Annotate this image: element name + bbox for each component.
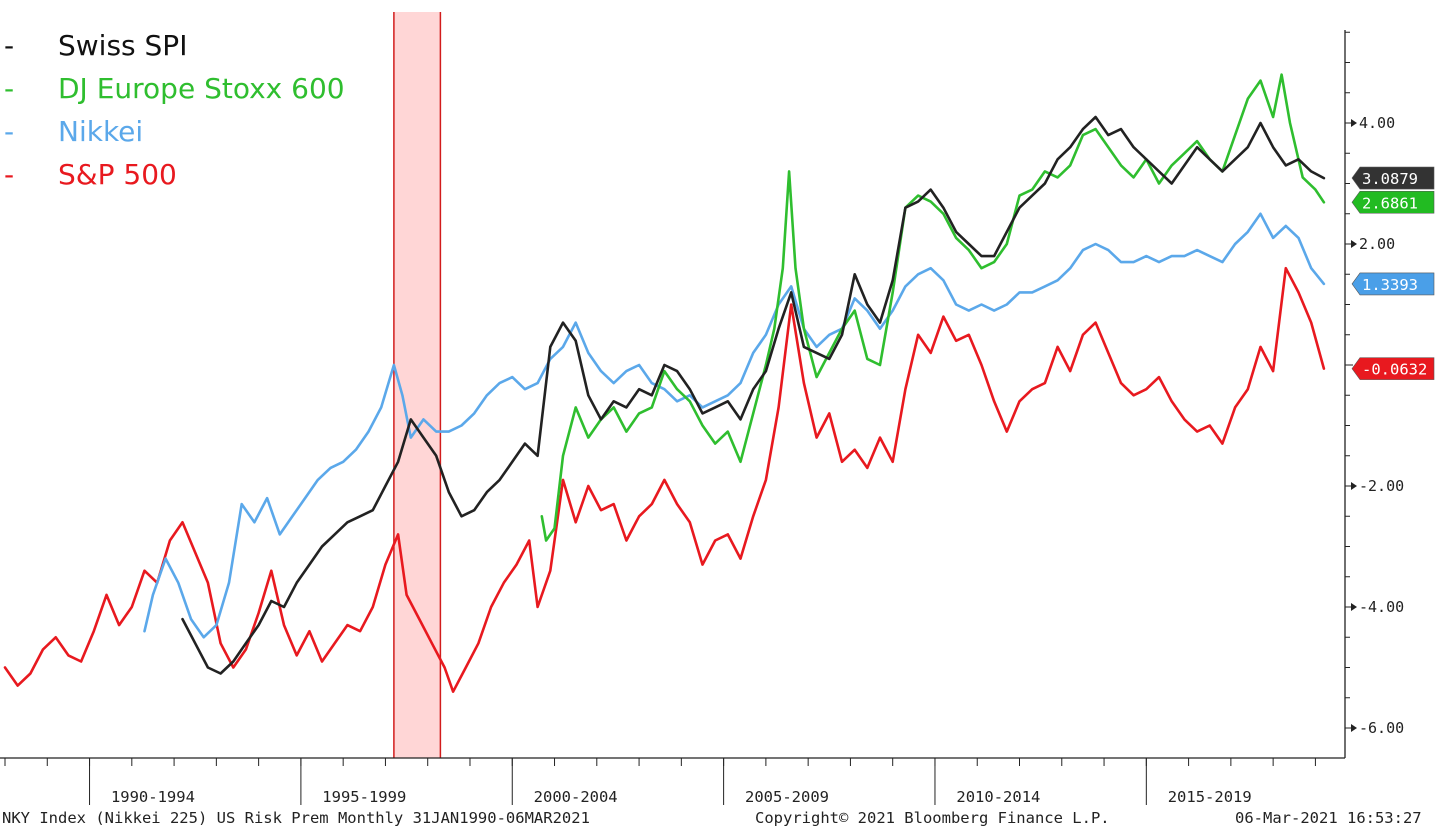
footer-series-info: NKY Index (Nikkei 225) US Risk Prem Mont… xyxy=(2,809,590,827)
y-tick-arrow xyxy=(1351,482,1357,490)
last-value-tag-1: 2.6861 xyxy=(1351,190,1435,214)
series-line-3 xyxy=(3,266,1326,693)
y-tick-arrow xyxy=(1351,603,1357,611)
series-line-1 xyxy=(540,73,1326,542)
legend-item-sp500: - S&P 500 xyxy=(0,153,345,196)
last-value-tag-text: 1.3393 xyxy=(1362,276,1418,294)
legend-label-sp500: S&P 500 xyxy=(58,158,177,191)
last-value-tag-0: 3.0879 xyxy=(1351,166,1435,190)
last-value-tag-bg xyxy=(1351,190,1435,214)
x-period-label: 2010-2014 xyxy=(956,788,1040,806)
legend-item-stoxx-600: - DJ Europe Stoxx 600 xyxy=(0,67,345,110)
last-value-tag-bg xyxy=(1351,357,1435,380)
last-value-tag-bg xyxy=(1351,272,1435,296)
x-period-label: 2005-2009 xyxy=(745,788,829,806)
y-tick-arrow xyxy=(1351,240,1357,248)
chart-footer: NKY Index (Nikkei 225) US Risk Prem Mont… xyxy=(0,809,1437,833)
series-line-0 xyxy=(181,115,1326,675)
legend-dash: - xyxy=(4,29,15,62)
last-value-tag-bg xyxy=(1351,166,1435,190)
footer-timestamp: 06-Mar-2021 16:53:27 xyxy=(1235,809,1422,827)
legend-dash: - xyxy=(4,115,15,148)
y-tick-label: 4.00 xyxy=(1359,114,1395,132)
footer-copyright: Copyright© 2021 Bloomberg Finance L.P. xyxy=(755,809,1110,827)
x-period-label: 1990-1994 xyxy=(111,788,195,806)
last-value-tag-3: -0.0632 xyxy=(1351,357,1435,380)
series-line-2 xyxy=(143,212,1326,639)
y-tick-label: -2.00 xyxy=(1359,477,1404,495)
last-value-tag-text: 2.6861 xyxy=(1362,194,1418,212)
y-tick-arrow xyxy=(1351,119,1357,127)
last-value-tag-text: -0.0632 xyxy=(1362,361,1427,379)
legend-label-swiss-spi: Swiss SPI xyxy=(58,29,188,62)
legend-dash: - xyxy=(4,72,15,105)
legend-label-stoxx-600: DJ Europe Stoxx 600 xyxy=(58,72,345,105)
x-period-label: 2015-2019 xyxy=(1168,788,1252,806)
y-tick-label: -6.00 xyxy=(1359,719,1404,737)
legend: - Swiss SPI - DJ Europe Stoxx 600 - Nikk… xyxy=(0,24,345,196)
highlight-band xyxy=(393,12,441,758)
x-period-label: 1995-1999 xyxy=(322,788,406,806)
legend-label-nikkei: Nikkei xyxy=(58,115,144,148)
legend-dash: - xyxy=(4,158,15,191)
y-tick-arrow xyxy=(1351,724,1357,732)
legend-item-swiss-spi: - Swiss SPI xyxy=(0,24,345,67)
y-tick-label: 2.00 xyxy=(1359,235,1395,253)
y-tick-label: -4.00 xyxy=(1359,598,1404,616)
legend-item-nikkei: - Nikkei xyxy=(0,110,345,153)
x-period-label: 2000-2004 xyxy=(534,788,618,806)
last-value-tag-text: 3.0879 xyxy=(1362,170,1418,188)
last-value-tag-2: 1.3393 xyxy=(1351,272,1435,296)
